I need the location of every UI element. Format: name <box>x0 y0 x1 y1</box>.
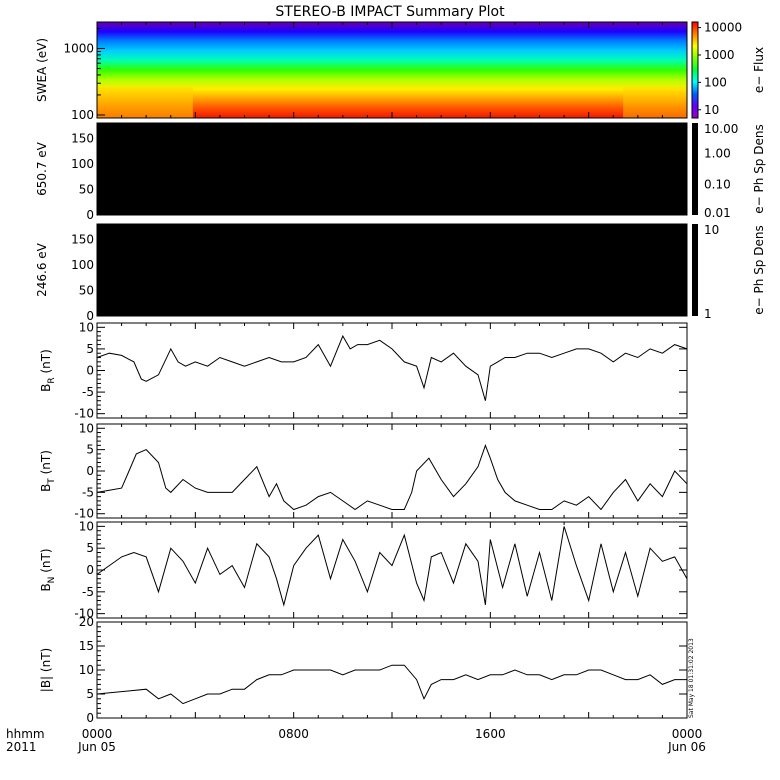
pad650-colorbar-tick-label: 1.00 <box>704 147 731 161</box>
br-ytick-label: 5 <box>86 342 94 356</box>
swea-spectrogram <box>97 22 687 118</box>
panel-pad246: 150 100 50 0 246.6 eV 10 1 e− Ph Sp Dens <box>35 223 766 323</box>
bmag-ylabel: |B| (nT) <box>39 648 53 692</box>
creation-stamp: Sat May 18 01:31:02 2013 <box>688 638 695 718</box>
pad246-colorbar-tick-label: 1 <box>704 307 712 321</box>
pad246-ytick-label: 50 <box>79 283 94 297</box>
panel-swea: 1000 100 SWEA (eV) 10000 1000 100 10 e− Flux <box>35 21 766 122</box>
bn-ytick-label: 10 <box>79 519 94 533</box>
pad650-colorbar-label: e− Ph Sp Dens <box>752 124 766 213</box>
x-row1-label: hhmm <box>6 727 45 741</box>
swea-low-flux-band <box>97 87 193 118</box>
x-tick-time-label: 0800 <box>278 727 309 741</box>
bmag-ytick-label: 15 <box>79 639 94 653</box>
x-row2-label: 2011 <box>6 740 37 754</box>
pad246-ytick-label: 150 <box>71 232 94 246</box>
pad650-colorbar <box>692 123 698 215</box>
br-ytick-label: 10 <box>79 320 94 334</box>
pad246-ytick-label: 100 <box>71 258 94 272</box>
br-series-line <box>96 334 688 401</box>
bt-ylabel-base: B <box>39 484 53 492</box>
x-tick-time-label: 0000 <box>672 727 703 741</box>
bn-ylabel-unit: (nT) <box>39 548 53 576</box>
bn-ytick-label: 5 <box>86 541 94 555</box>
bn-series-line <box>96 526 688 607</box>
bmag-series-line <box>96 664 687 705</box>
bt-ytick-label: -10 <box>74 507 94 521</box>
pad650-ytick-label: 0 <box>86 208 94 222</box>
bn-ytick-label: -5 <box>82 585 94 599</box>
pad246-frame <box>96 223 688 317</box>
br-ytick-label: -5 <box>82 385 94 399</box>
bn-ytick-label: 0 <box>86 563 94 577</box>
pad650-frame <box>96 122 688 216</box>
pad246-ytick-label: 0 <box>86 309 94 323</box>
br-ylabel: BR (nT) <box>39 349 57 392</box>
x-tick-date-label: Jun 06 <box>667 740 706 754</box>
swea-colorbar-tick-label: 1000 <box>704 48 735 62</box>
panel-pad650: 150 100 50 0 650.7 eV 10.00 1.00 0.10 0.01 e− Ph … <box>35 122 766 222</box>
br-ytick-label: 0 <box>86 364 94 378</box>
bmag-ytick-label: 0 <box>86 711 94 725</box>
bt-ytick-label: -5 <box>82 485 94 499</box>
pad650-colorbar-tick-label: 10.00 <box>704 122 738 136</box>
pad246-colorbar-label: e− Ph Sp Dens <box>752 225 766 314</box>
bt-series-line <box>96 443 688 511</box>
bn-frame <box>96 521 688 619</box>
panel-bn: 10 5 0 -5 -10 BN (nT) <box>39 519 688 621</box>
br-ylabel-subscript: R <box>47 377 57 383</box>
pad650-colorbar-tick-label: 0.10 <box>704 177 731 191</box>
swea-ylabel: SWEA (eV) <box>35 38 49 102</box>
bt-frame <box>96 423 688 519</box>
bt-ylabel: BT (nT) <box>39 450 57 492</box>
pad650-ylabel: 650.7 eV <box>35 141 49 196</box>
pad650-colorbar-tick-label: 0.01 <box>704 206 731 220</box>
bmag-ylabel-base: |B| (nT) <box>39 648 53 692</box>
pad246-ylabel: 246.6 eV <box>35 242 49 297</box>
br-ylabel-unit: (nT) <box>39 349 53 377</box>
br-ylabel-base: B <box>39 384 53 392</box>
br-ytick-label: -10 <box>74 407 94 421</box>
panel-br: 10 5 0 -5 -10 BR (nT) <box>39 320 688 421</box>
pad650-ytick-label: 150 <box>71 131 94 145</box>
pad246-pitch-angle-image <box>97 224 687 316</box>
swea-colorbar-tick-label: 10 <box>704 103 719 117</box>
bt-ylabel-unit: (nT) <box>39 450 53 478</box>
x-tick-time-label: 1600 <box>475 727 506 741</box>
bt-ylabel-subscript: T <box>47 478 57 485</box>
br-frame <box>96 322 688 419</box>
bt-ytick-label: 10 <box>79 421 94 435</box>
swea-ytick-label: 100 <box>71 108 94 122</box>
swea-colorbar-tick-label: 100 <box>704 75 727 89</box>
swea-colorbar-label: e− Flux <box>752 47 766 93</box>
bmag-ytick-label: 5 <box>86 687 94 701</box>
swea-colorbar-tick-label: 10000 <box>704 21 742 35</box>
panel-bt: 10 5 0 -5 -10 BT (nT) <box>39 421 688 521</box>
swea-colorbar <box>691 21 699 119</box>
swea-ytick-label: 1000 <box>63 41 94 55</box>
pad650-pitch-angle-image <box>97 123 687 215</box>
bmag-ytick-label: 10 <box>79 663 94 677</box>
bmag-ytick-label: 20 <box>79 615 94 629</box>
bn-ylabel-base: B <box>39 583 53 591</box>
plot-title: STEREO-B IMPACT Summary Plot <box>275 4 505 20</box>
bn-ylabel-subscript: N <box>47 577 57 584</box>
bt-ytick-label: 0 <box>86 464 94 478</box>
pad246-colorbar <box>692 224 698 316</box>
swea-low-flux-band <box>623 87 687 118</box>
pad246-colorbar-tick-label: 10 <box>704 223 719 237</box>
bn-ytick-label: -10 <box>74 607 94 621</box>
x-tick-time-label: 0000 <box>82 727 113 741</box>
pad650-ytick-label: 50 <box>79 182 94 196</box>
bn-ylabel: BN (nT) <box>39 548 57 591</box>
bt-ytick-label: 5 <box>86 443 94 457</box>
pad650-ytick-label: 100 <box>71 157 94 171</box>
panel-bmag: 20 15 10 5 0 |B| (nT) <box>39 615 688 725</box>
x-tick-date-label: Jun 05 <box>77 740 116 754</box>
